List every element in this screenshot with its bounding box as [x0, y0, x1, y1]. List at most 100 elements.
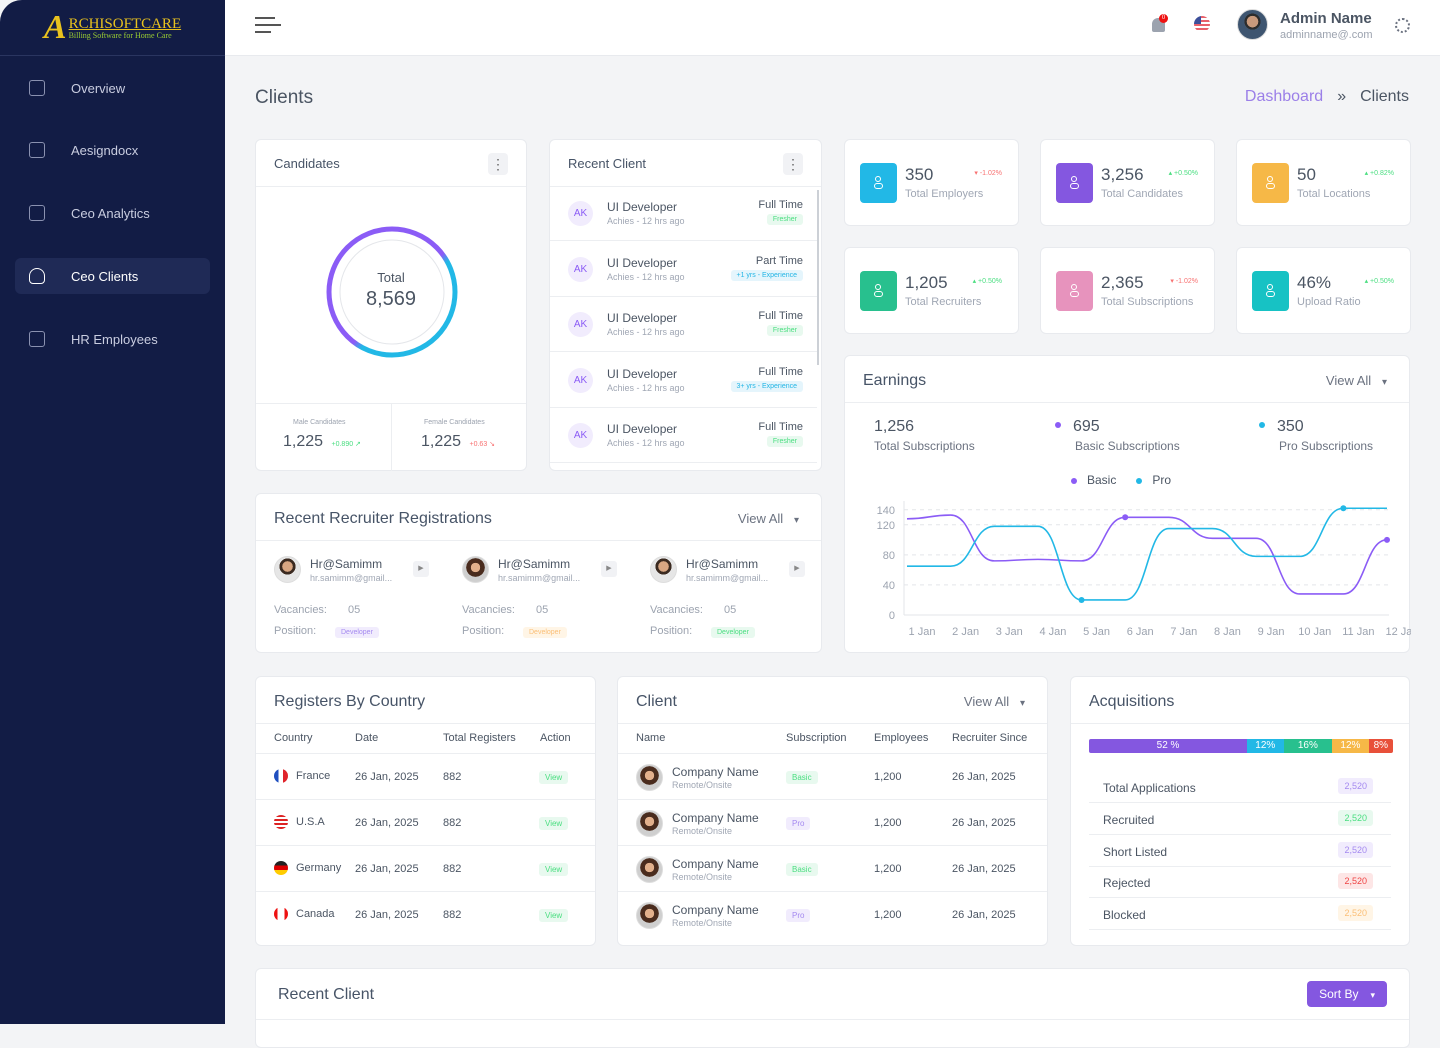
scrollbar[interactable] — [817, 190, 819, 365]
job-title: UI Developer — [607, 255, 678, 270]
x-tick-label: 6 Jan — [1127, 626, 1154, 638]
user-icon — [874, 284, 883, 298]
breadcrumb-dashboard[interactable]: Dashboard — [1244, 88, 1324, 105]
view-all-dropdown[interactable]: View All — [964, 694, 1025, 709]
admin-name[interactable]: Admin Name — [1280, 10, 1372, 27]
y-tick-label: 140 — [877, 505, 895, 517]
country-name: Germany — [296, 861, 342, 874]
registers-by-country-card: Registers By Country Country Date Total … — [255, 676, 596, 946]
job-title: UI Developer — [607, 422, 678, 436]
acquisition-label: Recruited — [1103, 812, 1155, 827]
view-button[interactable]: View — [539, 817, 569, 830]
x-tick-label: 10 Jan — [1298, 626, 1331, 638]
male-candidates-change: +0.890 — [331, 441, 354, 448]
more-options-icon[interactable]: ⋮ — [488, 153, 508, 175]
sidebar: A RCHISOFTCARE Billing Software for Home … — [0, 0, 225, 1024]
list-item[interactable]: AK UI Developer Achies - 12 hrs ago Full… — [550, 297, 817, 352]
table-row[interactable]: Company Name Remote/Onsite Pro 1,200 26 … — [618, 891, 1047, 937]
acquisition-value: 2,520 — [1338, 873, 1373, 890]
view-button[interactable]: View — [539, 909, 569, 922]
admin-email: adminname@.com — [1280, 29, 1373, 41]
stat-change: ▴ +0.50% — [972, 278, 1002, 285]
stat-card[interactable]: 350 Total Employers ▾ -1.02% — [844, 139, 1019, 226]
client-card: Client View All Name Subscription Employ… — [617, 676, 1048, 946]
company-name: Company Name — [672, 903, 759, 917]
position-label: Position: — [650, 625, 693, 637]
summary-label: Pro Subscriptions — [1279, 439, 1374, 453]
view-all-dropdown[interactable]: View All — [738, 511, 799, 526]
legend-basic[interactable]: Basic — [1071, 473, 1116, 487]
experience-badge: Fresher — [766, 214, 803, 225]
initials-avatar: AK — [568, 423, 593, 448]
user-icon — [1070, 176, 1079, 190]
table-row: U.S.A 26 Jan, 2025 882 View — [256, 799, 595, 845]
more-options-icon[interactable]: ⋮ — [783, 153, 803, 175]
notification-bell-icon[interactable]: 0 — [1152, 14, 1168, 32]
menu-toggle-icon[interactable] — [255, 17, 281, 33]
stat-card[interactable]: 1,205 Total Recruiters ▴ +0.50% — [844, 247, 1019, 334]
country-flag-icon — [274, 907, 288, 921]
table-row: Germany 26 Jan, 2025 882 View — [256, 845, 595, 891]
breadcrumb: Dashboard » Clients — [1245, 88, 1409, 106]
summary-label: Basic Subscriptions — [1075, 439, 1180, 453]
list-item[interactable]: AK UI Developer Achies - 12 hrs ago Full… — [550, 353, 817, 408]
job-subtitle: Achies - 12 hrs ago — [607, 382, 685, 393]
legend-pro[interactable]: Pro — [1136, 473, 1171, 487]
sidebar-item-overview[interactable]: Overview — [15, 70, 210, 106]
view-all-dropdown[interactable]: View All — [1326, 373, 1387, 388]
stat-label: Total Candidates — [1101, 188, 1183, 200]
table-row[interactable]: Company Name Remote/Onsite Basic 1,200 2… — [618, 753, 1047, 799]
x-tick-label: 2 Jan — [952, 626, 979, 638]
logo-mark: A — [43, 8, 67, 46]
brand-logo[interactable]: A RCHISOFTCARE Billing Software for Home … — [0, 0, 225, 56]
card-title: Recent Client — [568, 156, 647, 171]
sort-by-button[interactable]: Sort By ▾ — [1307, 981, 1387, 1007]
view-button[interactable]: View — [539, 863, 569, 876]
stat-card[interactable]: 3,256 Total Candidates ▴ +0.50% — [1040, 139, 1215, 226]
settings-gear-icon[interactable] — [1395, 18, 1410, 33]
expand-arrow-button[interactable]: ▶ — [413, 561, 429, 577]
list-item[interactable]: AK UI Developer Achies - 12 hrs ago Full… — [550, 186, 817, 241]
x-tick-label: 12 Jan — [1385, 626, 1411, 638]
expand-arrow-button[interactable]: ▶ — [789, 561, 805, 577]
stat-card[interactable]: 2,365 Total Subscriptions ▾ -1.02% — [1040, 247, 1215, 334]
experience-badge: Fresher — [766, 325, 803, 336]
stat-card[interactable]: 46% Upload Ratio ▴ +0.50% — [1236, 247, 1411, 334]
country-flag-icon — [274, 815, 288, 829]
vacancies-label: Vacancies: — [462, 604, 515, 616]
breadcrumb-current: Clients — [1360, 88, 1409, 105]
job-title: UI Developer — [607, 366, 678, 381]
recruiter-since-cell: 26 Jan, 2025 — [952, 863, 1016, 875]
list-item[interactable]: AK UI Developer Achies - 12 hrs ago Part… — [550, 242, 817, 297]
column-header: Employees — [874, 732, 929, 744]
experience-badge: Fresher — [766, 436, 803, 447]
sidebar-item-hr-employees[interactable]: HR Employees — [15, 321, 210, 357]
user-icon — [874, 176, 883, 190]
expand-arrow-button[interactable]: ▶ — [601, 561, 617, 577]
sidebar-item-ceo-analytics[interactable]: Ceo Analytics — [15, 195, 210, 231]
admin-avatar[interactable] — [1237, 9, 1268, 40]
table-row[interactable]: Company Name Remote/Onsite Pro 1,200 26 … — [618, 799, 1047, 845]
sidebar-item-aesigndocx[interactable]: Aesigndocx — [15, 132, 210, 168]
stat-card[interactable]: 50 Total Locations ▴ +0.82% — [1236, 139, 1411, 226]
column-header: Name — [636, 732, 666, 744]
country-name: U.S.A — [296, 815, 325, 828]
x-tick-label: 9 Jan — [1258, 626, 1285, 638]
list-item[interactable]: AK UI Developer Achies - 12 hrs ago Full… — [550, 408, 817, 463]
stat-label: Total Subscriptions — [1101, 296, 1194, 308]
initials-avatar: AK — [568, 256, 593, 282]
table-row[interactable]: Company Name Remote/Onsite Basic 1,200 2… — [618, 845, 1047, 891]
stat-value: 46% — [1297, 273, 1332, 292]
trend-down-icon: ↘ — [487, 441, 496, 448]
female-candidates-label: Female Candidates — [424, 419, 485, 426]
view-button[interactable]: View — [539, 771, 569, 784]
sidebar-item-ceo-clients[interactable]: Ceo Clients — [15, 258, 210, 294]
stat-icon-box — [1252, 271, 1289, 311]
card-title: Recent Recruiter Registrations — [274, 510, 492, 527]
chevron-down-icon: ▾ — [1370, 990, 1375, 1000]
data-point-pro — [1340, 505, 1347, 512]
acquisition-value: 2,520 — [1338, 809, 1373, 826]
us-flag-icon[interactable] — [1194, 16, 1210, 32]
position-label: Position: — [274, 625, 317, 637]
company-subtitle: Remote/Onsite — [672, 826, 733, 836]
